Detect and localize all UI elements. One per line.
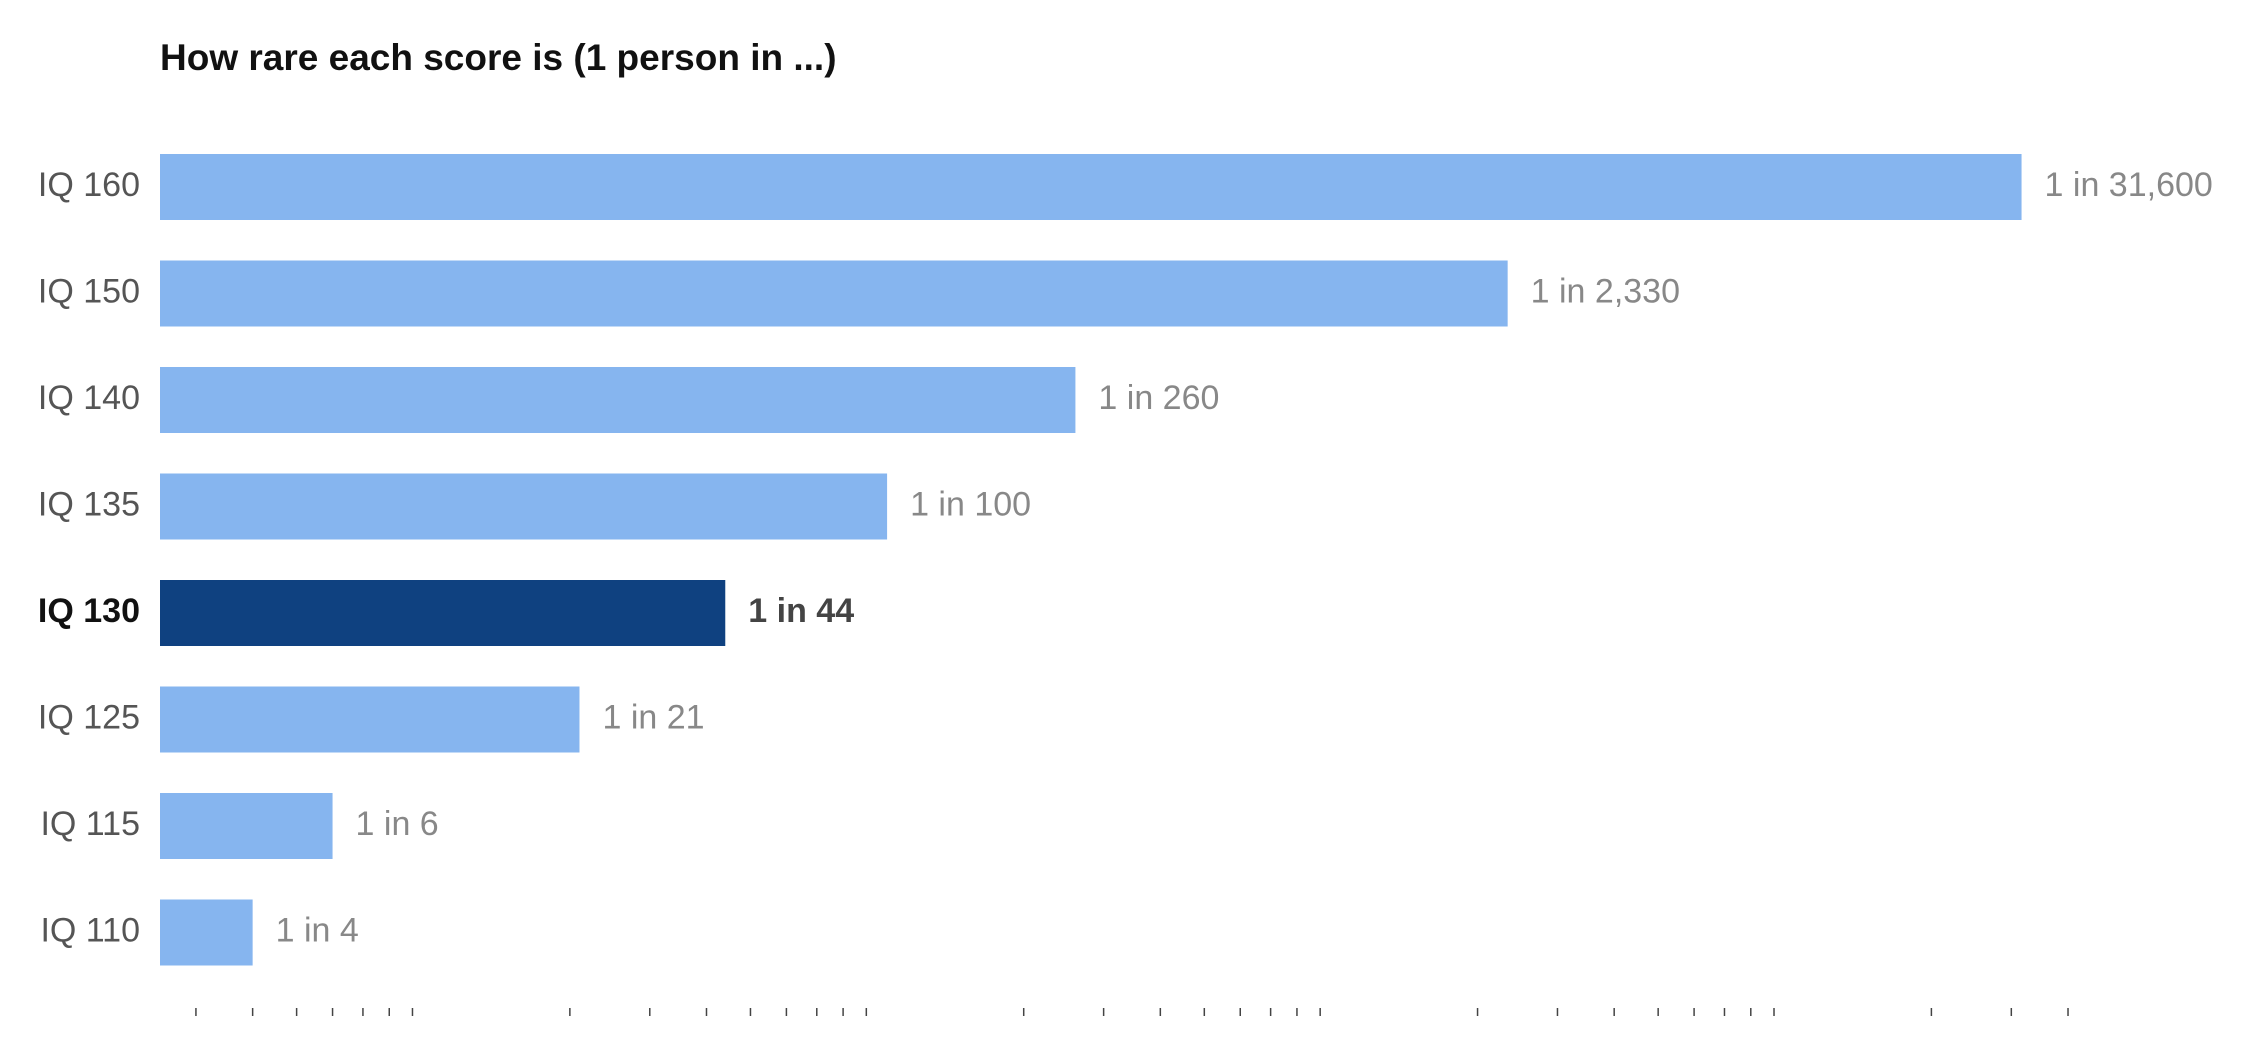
y-tick-label: IQ 130: [38, 592, 140, 630]
y-tick-label: IQ 110: [40, 911, 140, 949]
y-tick-label: IQ 160: [38, 166, 140, 204]
bar: [160, 686, 580, 753]
y-tick-label: IQ 115: [40, 805, 140, 843]
bar: [160, 260, 1508, 327]
bar: [160, 899, 253, 966]
value-label: 1 in 6: [356, 805, 439, 843]
value-label: 1 in 260: [1098, 379, 1219, 417]
bar: [160, 367, 1076, 433]
bar: [160, 793, 333, 859]
y-tick-label: IQ 125: [38, 698, 140, 736]
value-label: 1 in 4: [276, 911, 359, 949]
chart-title: How rare each score is (1 person in ...): [160, 37, 837, 78]
value-label: 1 in 31,600: [2045, 166, 2213, 204]
bar: [160, 580, 726, 646]
bar: [160, 154, 2022, 220]
bar: [160, 473, 888, 540]
value-label: 1 in 44: [748, 592, 854, 630]
y-tick-label: IQ 135: [38, 485, 140, 523]
y-tick-label: IQ 140: [38, 379, 140, 417]
value-label: 1 in 2,330: [1531, 272, 1680, 310]
y-tick-label: IQ 150: [38, 272, 140, 310]
value-label: 1 in 21: [602, 698, 704, 736]
value-label: 1 in 100: [910, 485, 1031, 523]
